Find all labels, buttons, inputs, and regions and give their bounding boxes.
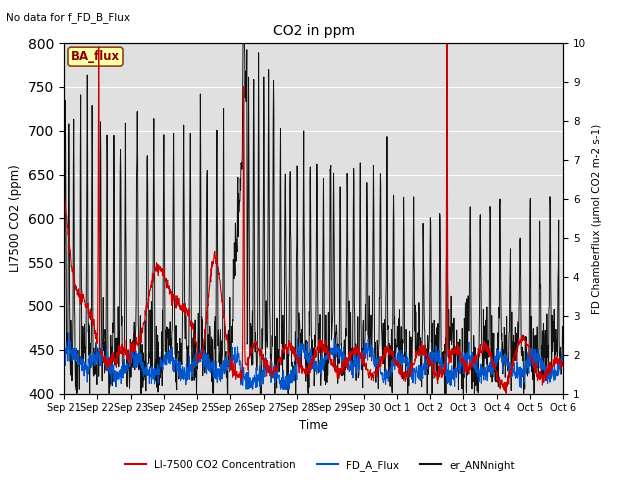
X-axis label: Time: Time — [299, 419, 328, 432]
Text: BA_flux: BA_flux — [71, 50, 120, 63]
Title: CO2 in ppm: CO2 in ppm — [273, 24, 355, 38]
Y-axis label: LI7500 CO2 (ppm): LI7500 CO2 (ppm) — [10, 165, 22, 272]
Y-axis label: FD Chamberflux (μmol CO2 m-2 s-1): FD Chamberflux (μmol CO2 m-2 s-1) — [591, 123, 602, 313]
Text: No data for f_FD_B_Flux: No data for f_FD_B_Flux — [6, 12, 131, 23]
Legend: LI-7500 CO2 Concentration, FD_A_Flux, er_ANNnight: LI-7500 CO2 Concentration, FD_A_Flux, er… — [121, 456, 519, 475]
